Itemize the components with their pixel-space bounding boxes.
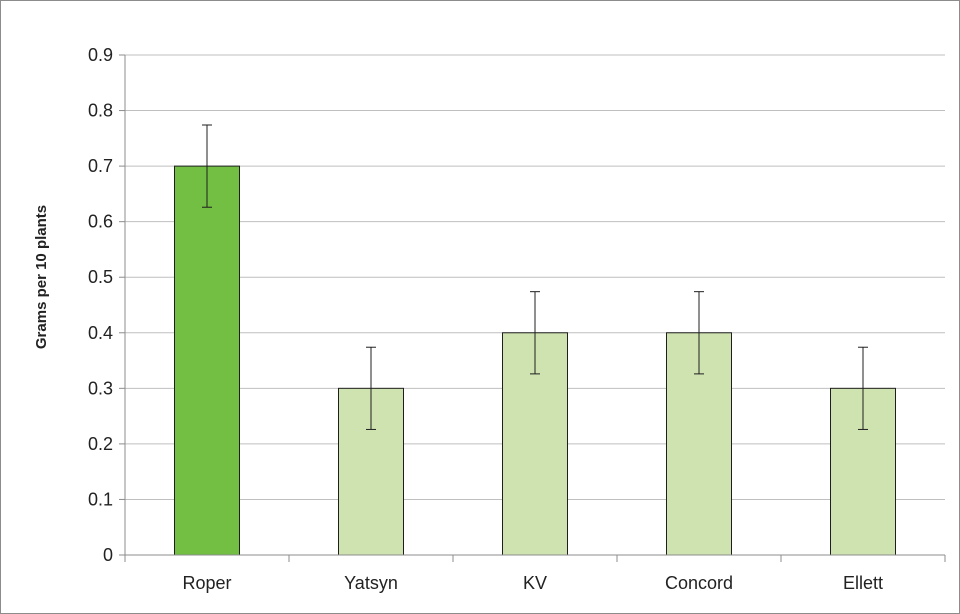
y-tick-label: 0.8 (88, 101, 113, 121)
y-tick-label: 0.4 (88, 323, 113, 343)
tick-labels: 0 0.1 0.2 0.3 0.4 0.5 0.6 0.7 0.8 0.9 Roper Yatsyn K… (88, 45, 883, 593)
gridlines (125, 54, 945, 500)
error-bars (202, 124, 868, 430)
y-tick-label: 0.2 (88, 434, 113, 454)
y-tick-label: 0.6 (88, 212, 113, 232)
x-tick-label: Roper (182, 573, 231, 593)
y-tick-label: 0.1 (88, 489, 113, 509)
x-tick-label: Ellett (843, 573, 883, 593)
y-tick-label: 0.3 (88, 378, 113, 398)
y-tick-label: 0 (103, 545, 113, 565)
x-tick-label: Yatsyn (344, 573, 398, 593)
y-tick-label: 0.7 (88, 156, 113, 176)
axes (119, 54, 946, 562)
x-tick-label: Concord (665, 573, 733, 593)
x-tick-label: KV (523, 573, 547, 593)
bar-roper (174, 165, 240, 556)
y-tick-label: 0.9 (88, 45, 113, 65)
y-axis-title: Grams per 10 plants (33, 205, 50, 349)
y-tick-label: 0.5 (88, 267, 113, 287)
